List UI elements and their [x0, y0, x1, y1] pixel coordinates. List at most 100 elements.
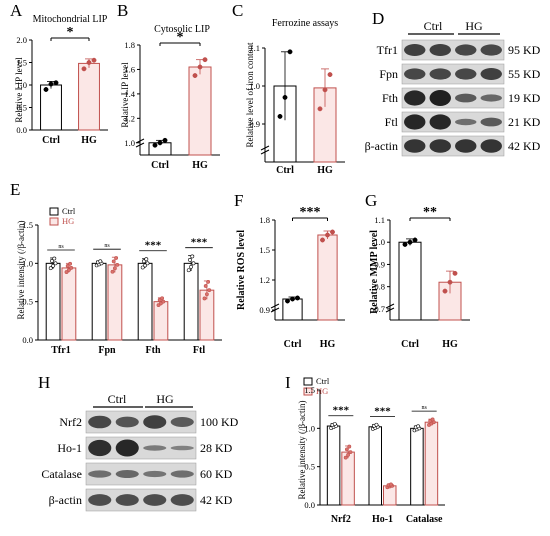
- data-point: [187, 257, 192, 262]
- significance-label: ***: [145, 240, 162, 252]
- blot-band: [170, 445, 194, 451]
- blot-strip: [401, 39, 505, 61]
- blot-row-label: Catalase: [41, 467, 82, 481]
- data-point: [69, 266, 74, 270]
- blot-band: [404, 44, 426, 56]
- data-point: [53, 261, 58, 266]
- data-point: [197, 64, 203, 70]
- data-point: [186, 268, 191, 273]
- blot-band: [404, 139, 426, 153]
- blot-kd-label: 100 KD: [200, 415, 239, 429]
- data-point: [43, 87, 49, 92]
- y-tick-label: 1.0: [374, 237, 385, 247]
- bar-hg: [188, 66, 212, 156]
- chart-i: 0.0 0.5 1.0 1.5 Nrf2 *** Ho-1 *** Catalase ns: [304, 385, 445, 525]
- axis-break-mark: [135, 142, 145, 148]
- panel-b-title: Cytosolic LIP: [154, 24, 210, 35]
- data-point: [348, 450, 353, 455]
- blot-band: [170, 417, 194, 427]
- western-blot-h: Ctrl HG Nrf2 100 KD Ho-1 28 KD Catalase 60 KD…: [41, 392, 239, 512]
- blot-kd-label: 19 KD: [508, 91, 541, 105]
- data-point: [81, 66, 87, 72]
- category-label: Ctrl: [401, 339, 419, 350]
- category-label: Nrf2: [331, 514, 351, 525]
- blot-strip: [85, 462, 197, 486]
- data-point: [113, 266, 117, 271]
- blot-band: [170, 470, 194, 478]
- blot-row-label: Tfr1: [377, 43, 398, 57]
- data-point: [145, 261, 150, 266]
- blot-strip: [401, 111, 505, 133]
- legend-label-ctrl: Ctrl: [316, 376, 330, 386]
- axis-break-mark: [260, 145, 270, 151]
- bar-hg: [153, 301, 169, 341]
- data-point: [327, 72, 333, 78]
- y-tick-label: 0.0: [16, 125, 27, 135]
- data-point: [64, 270, 69, 274]
- category-label: HG: [317, 165, 333, 176]
- chart-f: 0.9 1.2 1.5 1.8 Ctrl HG ***: [259, 205, 345, 350]
- y-tick-label: 2.0: [16, 35, 27, 45]
- legend-label-ctrl: Ctrl: [62, 206, 76, 216]
- significance-label: *: [177, 30, 184, 45]
- data-point: [452, 270, 458, 276]
- y-tick-label: 1.1: [249, 43, 260, 53]
- data-point: [277, 113, 283, 119]
- y-tick-label: 1.0: [124, 138, 135, 148]
- blot-row-label: β-actin: [365, 139, 398, 153]
- significance-label: ***: [333, 405, 350, 417]
- y-tick-label: 0.7: [374, 304, 385, 314]
- panel-g-ylabel: Relative MMP level: [369, 230, 380, 314]
- blot-band: [429, 44, 451, 56]
- y-tick-label: 1.0: [249, 81, 260, 91]
- blot-band: [429, 139, 451, 153]
- blot-kd-label: 55 KD: [508, 67, 541, 81]
- bar-ctrl: [45, 262, 61, 341]
- category-label: Tfr1: [51, 345, 70, 356]
- data-point: [65, 263, 70, 268]
- chart-a: 0.0 0.5 1.0 1.5 2.0 Ctrl HG *: [16, 25, 108, 146]
- data-point: [282, 94, 288, 100]
- blot-band: [480, 68, 502, 80]
- data-point: [152, 142, 158, 148]
- blot-band: [455, 68, 477, 80]
- panel-a-ylabel: Relative LIP level: [14, 57, 24, 123]
- y-tick-label: 0.9: [249, 119, 260, 129]
- blot-band: [480, 139, 502, 153]
- y-tick-label: 0.0: [304, 500, 315, 510]
- data-point: [160, 296, 165, 301]
- panel-e-ylabel: Relative intensity (/β-actin): [16, 220, 26, 319]
- y-tick-label: 1.4: [124, 89, 135, 99]
- category-label: Ctrl: [284, 339, 302, 350]
- significance-label: ns: [104, 243, 110, 249]
- blot-band: [143, 494, 167, 506]
- y-tick-label: 1.2: [124, 113, 135, 123]
- panel-label-e: E: [10, 180, 20, 199]
- blot-band: [115, 439, 139, 457]
- blot-band: [429, 90, 451, 106]
- blot-band: [143, 445, 167, 451]
- blot-band: [480, 94, 502, 102]
- data-point: [389, 482, 393, 487]
- data-point: [447, 279, 453, 285]
- data-point: [320, 237, 325, 243]
- y-tick-label: 0.0: [22, 335, 33, 345]
- panel-i-ylabel: Relative intensity (/β-actin): [297, 400, 307, 499]
- axis-break-mark: [260, 149, 270, 155]
- blot-h-group-hg: HG: [156, 392, 174, 406]
- category-label: Ctrl: [151, 160, 169, 171]
- data-point: [287, 49, 293, 55]
- data-point: [442, 288, 448, 294]
- data-point: [204, 292, 209, 297]
- data-point: [48, 266, 53, 271]
- data-point: [285, 298, 290, 304]
- data-point: [330, 229, 335, 235]
- data-point: [317, 106, 323, 112]
- category-label: HG: [192, 160, 208, 171]
- panel-a-title: Mitochondrial LIP: [33, 14, 108, 25]
- category-label: Ho-1: [372, 514, 393, 525]
- y-tick-label: 0.9: [259, 305, 270, 315]
- data-point: [144, 257, 149, 262]
- panel-c-ylabel: Relative level of iron content: [245, 42, 255, 147]
